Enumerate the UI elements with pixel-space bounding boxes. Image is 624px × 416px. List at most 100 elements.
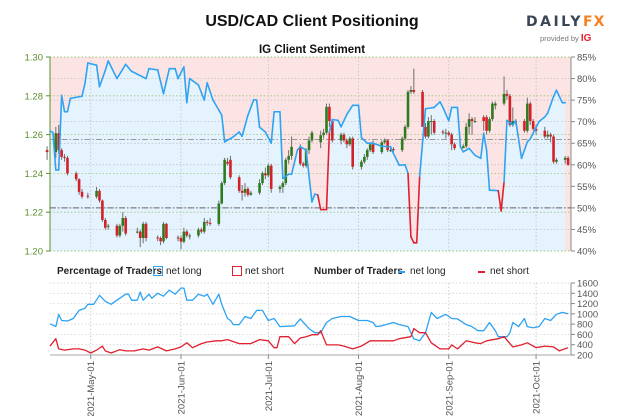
traders-axis-label: 1000 — [577, 309, 598, 320]
date-axis-label: 2021-Aug-01 — [354, 361, 365, 416]
candle-down — [98, 190, 101, 201]
net-long-sentiment-segment — [81, 82, 86, 98]
net-long-sentiment-segment — [206, 82, 214, 101]
net-long-sentiment-segment — [84, 62, 89, 85]
right-axis-label: 80% — [577, 74, 597, 85]
net-long-sentiment-segment — [485, 149, 491, 192]
net-long-area-fill — [50, 60, 566, 252]
candle-up — [197, 229, 200, 236]
candle-up — [258, 183, 261, 193]
net-long-sentiment-segment — [328, 118, 334, 133]
net-short-sentiment-segment — [415, 175, 421, 244]
legend-num-short: net short — [490, 266, 529, 277]
net-short-sentiment-segment — [316, 194, 322, 211]
net-long-sentiment-segment — [174, 67, 179, 80]
net-long-sentiment-segment — [459, 145, 465, 153]
candle-up — [467, 119, 471, 127]
net-long-sentiment-segment — [104, 60, 110, 72]
candle-up — [304, 150, 308, 166]
date-axis-label: 2021-Sep-01 — [444, 361, 455, 416]
net-long-sentiment-segment — [241, 114, 249, 138]
legend-pct-short: net short — [245, 266, 284, 277]
candle-up — [307, 140, 311, 151]
net-long-sentiment-segment — [232, 131, 240, 138]
candle-down — [371, 144, 375, 153]
candle-down — [246, 188, 250, 195]
net-long-sentiment-segment — [404, 163, 409, 175]
legend-number-title: Number of Traders — [314, 266, 403, 277]
candle-down — [566, 157, 570, 165]
net-short-sentiment-segment — [500, 181, 505, 212]
net-long-sentiment-segment — [218, 109, 223, 116]
candle-down — [351, 138, 355, 167]
left-axis-label: 1.20 — [25, 247, 44, 258]
candle-up — [546, 134, 550, 137]
candle-down — [508, 95, 512, 125]
net-long-sentiment-segment — [270, 110, 275, 145]
candle-down — [208, 222, 212, 224]
candle-down — [124, 218, 127, 234]
candle-down — [86, 195, 90, 197]
candle-up — [243, 188, 247, 193]
candle-down — [156, 237, 159, 239]
logo-fx: FX — [583, 14, 606, 30]
net-long-sentiment-segment — [474, 154, 482, 160]
candle-up — [287, 155, 290, 160]
date-axis-label: 2021-May-01 — [86, 361, 97, 416]
net-long-sentiment-segment — [57, 94, 63, 171]
net-long-sentiment-segment — [223, 135, 235, 143]
candle-down — [60, 150, 63, 157]
right-axis-label: 65% — [577, 139, 597, 150]
candle-up — [290, 146, 293, 156]
candle-up — [136, 231, 139, 233]
traders-axis-label: 600 — [577, 330, 593, 341]
candle-down — [345, 140, 349, 145]
net-long-sentiment-segment — [197, 84, 206, 101]
candle-up — [360, 161, 363, 167]
candle-down — [470, 119, 474, 122]
candle-up — [348, 138, 352, 145]
candle-up — [162, 223, 165, 242]
candle-up — [182, 231, 186, 242]
left-axis-label: 1.30 — [25, 53, 44, 64]
candle-down — [301, 163, 305, 166]
legend-net-long-line-icon — [398, 271, 405, 273]
right-axis-label: 85% — [577, 53, 597, 64]
candle-down — [159, 238, 162, 242]
traders-axis-label: 1200 — [577, 299, 598, 310]
candle-down — [144, 223, 148, 239]
candle-up — [409, 89, 413, 92]
candle-down — [552, 136, 555, 162]
net-long-sentiment-segment — [552, 89, 558, 98]
number-net-short-line — [49, 327, 569, 354]
net-long-sentiment-segment — [69, 95, 83, 100]
net-long-sentiment-segment — [220, 114, 226, 143]
candle-up — [389, 150, 392, 152]
net-short-sentiment-segment — [407, 172, 412, 238]
candle-down — [386, 140, 389, 151]
candle-up — [284, 159, 288, 184]
candle-down — [328, 106, 331, 122]
net-long-sentiment-segment — [299, 145, 307, 151]
net-long-sentiment-segment — [544, 112, 549, 118]
candle-up — [383, 140, 387, 143]
candle-down — [432, 121, 436, 133]
candle-down — [240, 190, 244, 193]
candle-up — [444, 132, 448, 134]
candle-up — [400, 138, 404, 151]
candle-up — [249, 192, 253, 195]
candle-down — [531, 121, 535, 129]
net-long-sentiment-segment — [538, 116, 546, 123]
net-long-sentiment-segment — [424, 106, 436, 110]
net-long-sentiment-segment — [389, 145, 395, 155]
logo-daily: DAILY — [526, 14, 584, 30]
net-long-sentiment-segment — [433, 101, 441, 109]
legend-num-long: net long — [410, 266, 446, 277]
traders-axis-label: 1400 — [577, 289, 598, 300]
candle-down — [77, 179, 81, 192]
net-long-sentiment-segment — [392, 152, 401, 167]
ig-logo: IG — [580, 33, 592, 44]
net-long-sentiment-segment — [203, 82, 208, 101]
candle-up — [261, 173, 264, 184]
candle-up — [429, 121, 433, 123]
